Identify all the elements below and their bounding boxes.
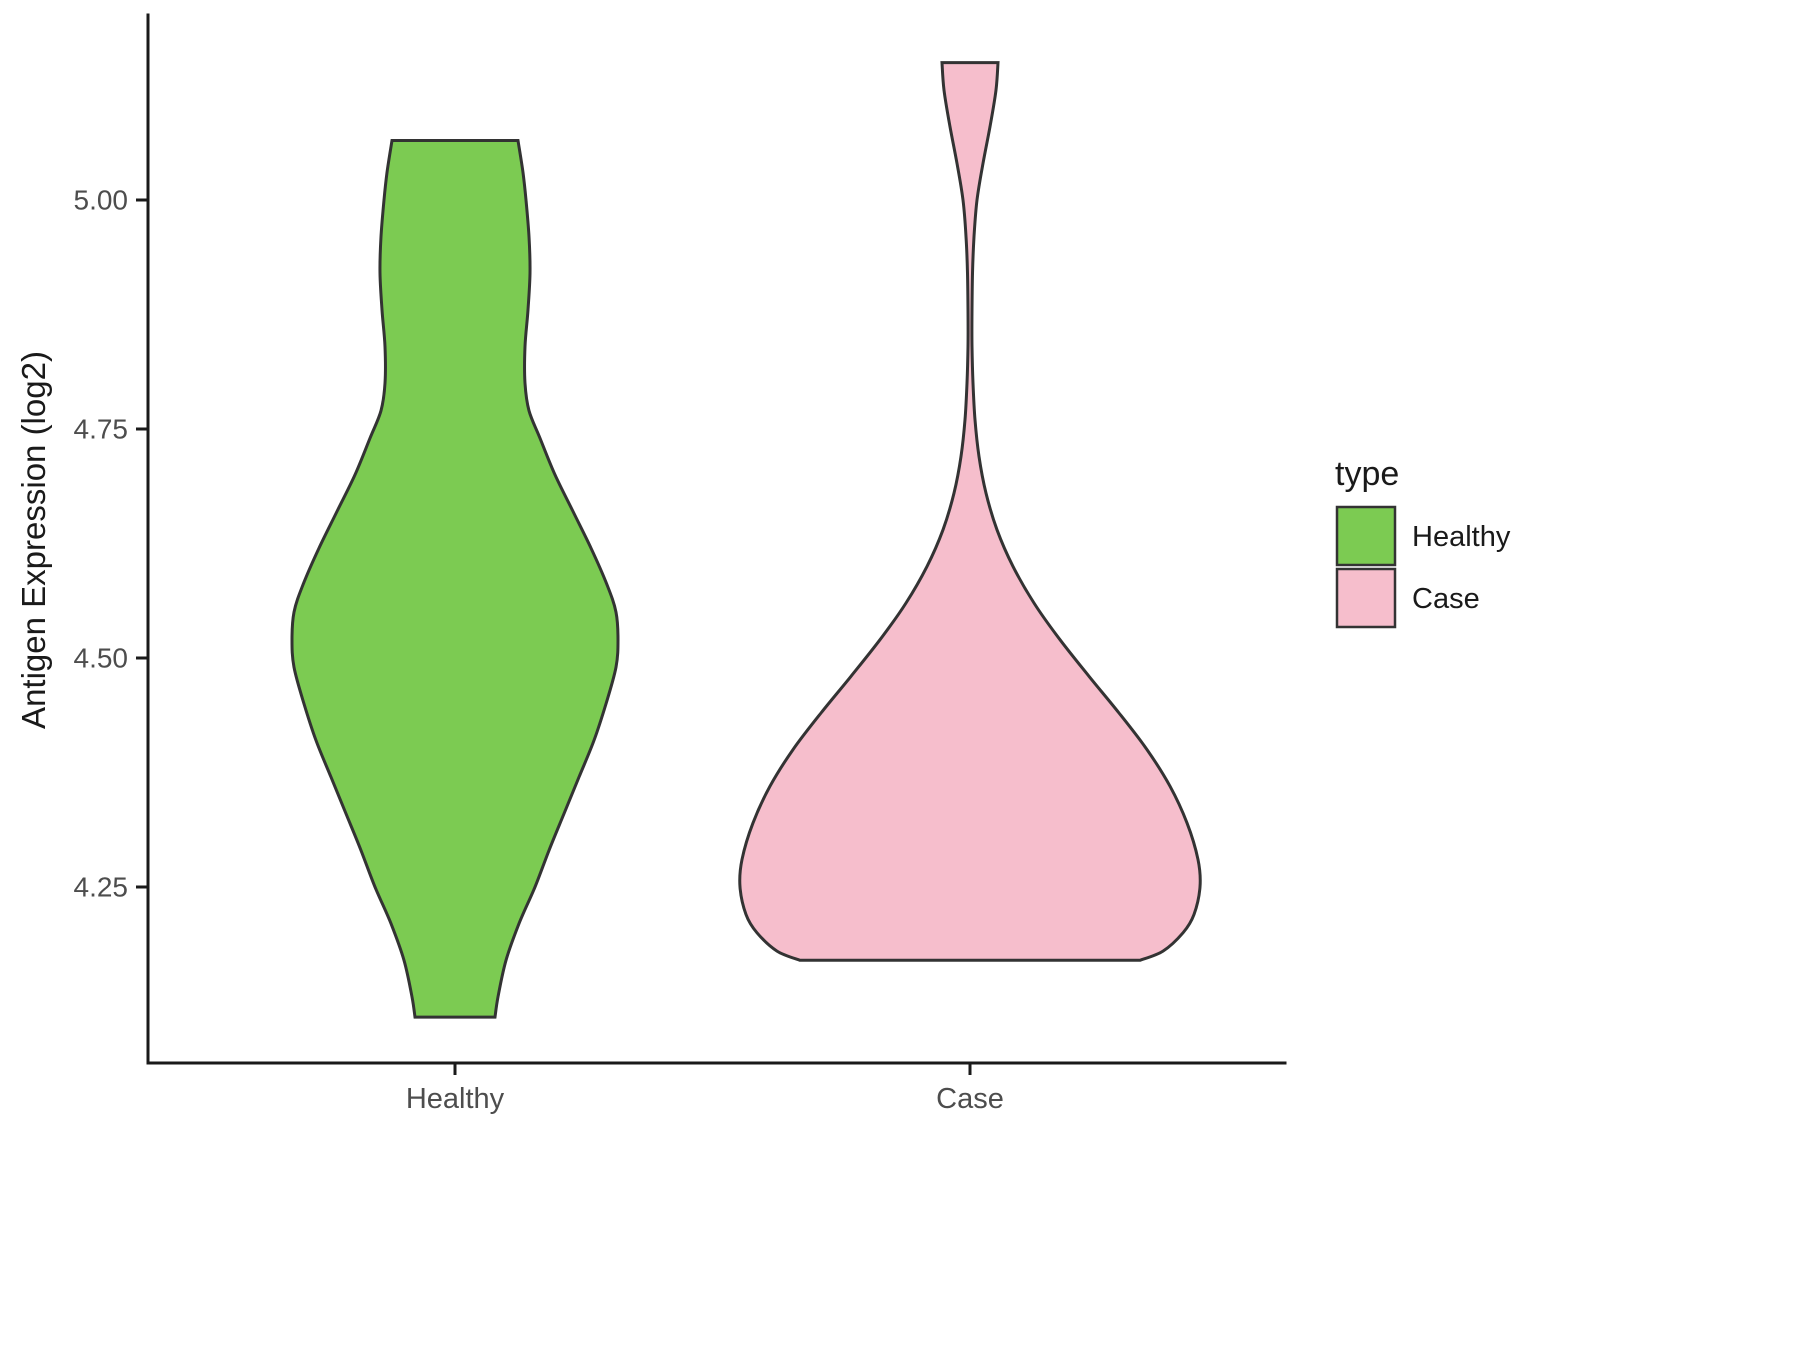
- x-tick-label-healthy: Healthy: [406, 1083, 505, 1115]
- x-tick-label-case: Case: [936, 1083, 1004, 1115]
- y-tick-label-4.50: 4.50: [74, 643, 129, 674]
- legend-label-case: Case: [1412, 583, 1480, 615]
- violin-healthy: [290, 139, 620, 1019]
- y-tick-label-4.75: 4.75: [74, 414, 129, 445]
- axis-lines: [146, 13, 1287, 1065]
- y-tick-label-4.25: 4.25: [74, 872, 129, 903]
- legend-title: type: [1335, 455, 1399, 493]
- violin-case: [738, 61, 1202, 962]
- axes: [136, 13, 1287, 1075]
- legend-swatch-case: [1335, 567, 1397, 629]
- legend: type Healthy Case: [1335, 455, 1511, 629]
- y-tick-label-5.00: 5.00: [74, 185, 129, 216]
- legend-swatch-healthy: [1335, 505, 1397, 567]
- legend-label-healthy: Healthy: [1412, 521, 1511, 553]
- y-axis-title: Antigen Expression (log2): [15, 351, 52, 729]
